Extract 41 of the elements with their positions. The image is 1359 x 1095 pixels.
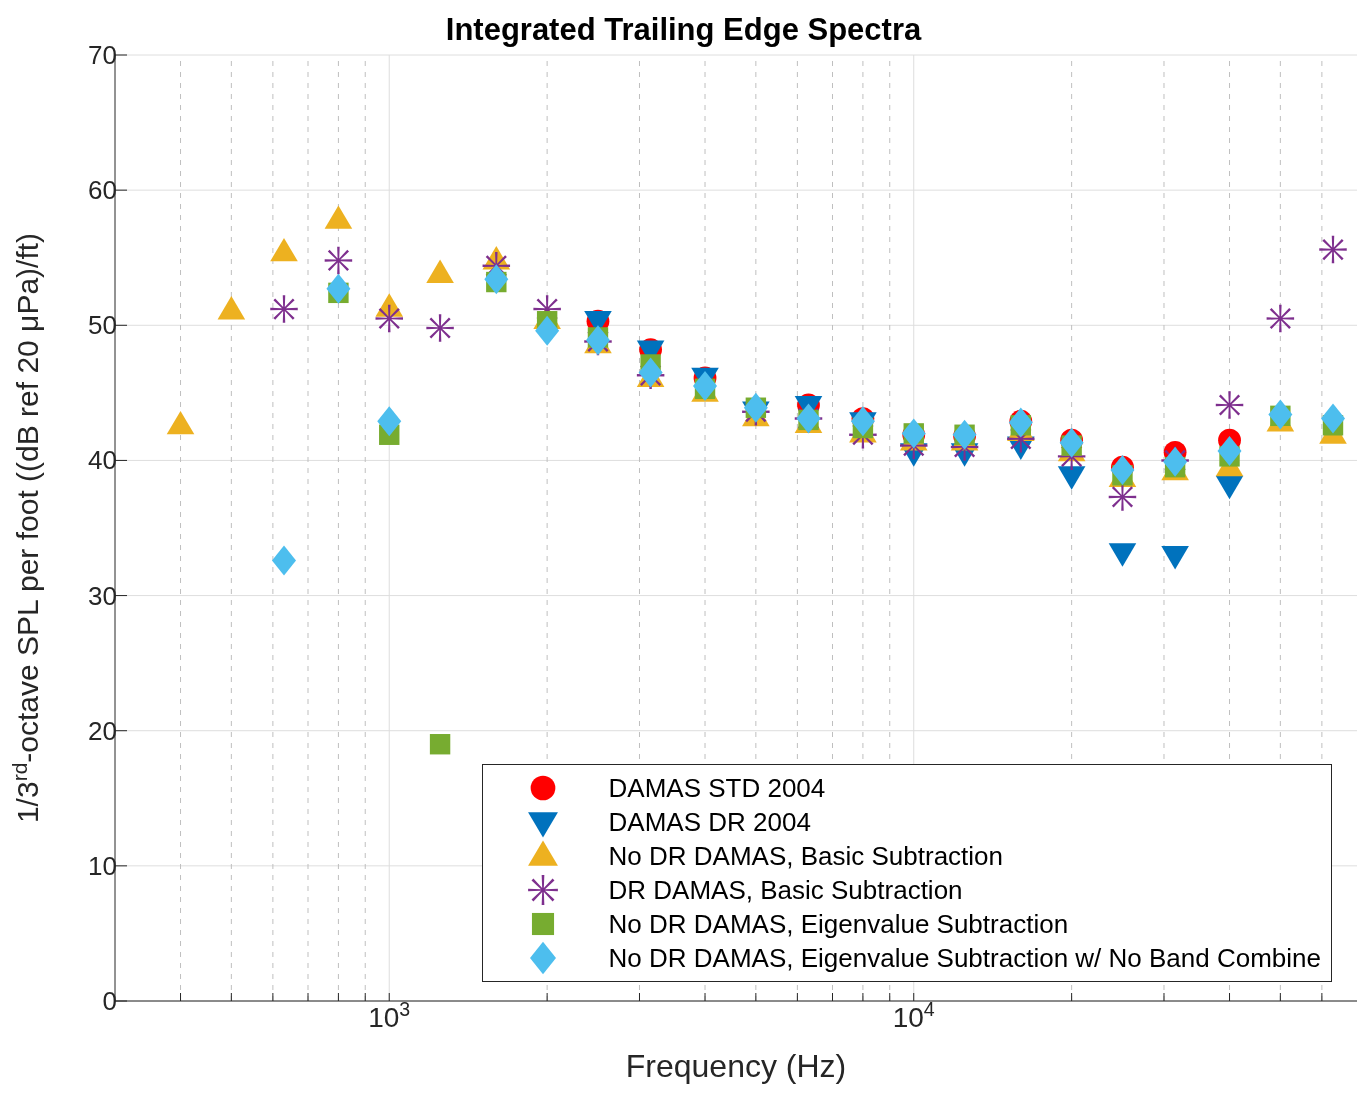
point xyxy=(1319,235,1347,264)
y-tick-label: 10 xyxy=(88,850,117,881)
point xyxy=(270,295,298,323)
point xyxy=(377,406,402,437)
chart-title: Integrated Trailing Edge Spectra xyxy=(445,12,922,47)
legend-label: No DR DAMAS, Eigenvalue Subtraction xyxy=(608,908,1069,941)
point xyxy=(1108,483,1137,511)
legend-label: DAMAS DR 2004 xyxy=(608,806,811,839)
y-tick-label: 50 xyxy=(88,310,117,341)
point xyxy=(1215,391,1244,419)
point xyxy=(850,406,875,437)
point xyxy=(1110,454,1135,485)
point xyxy=(901,418,926,449)
point xyxy=(1059,427,1084,458)
legend-label: No DR DAMAS, Basic Subtraction xyxy=(608,840,1004,873)
y-tick-label: 70 xyxy=(88,40,117,70)
legend-label: DAMAS STD 2004 xyxy=(608,772,826,805)
point xyxy=(272,545,296,576)
y-tick-label: 0 xyxy=(102,986,117,1016)
point xyxy=(1268,399,1293,430)
point xyxy=(375,304,403,333)
point xyxy=(535,315,560,346)
legend-label: No DR DAMAS, Eigenvalue Subtraction w/ No Band Combine xyxy=(608,942,1321,975)
legend-label: DR DAMAS, Basic Subtraction xyxy=(608,874,963,907)
point xyxy=(1321,403,1345,434)
x-axis-title: Frequency (Hz) xyxy=(625,1048,847,1084)
y-tick-label: 40 xyxy=(88,445,117,476)
point xyxy=(1217,435,1242,466)
y-tick-label: 30 xyxy=(88,580,117,611)
point xyxy=(952,419,977,450)
x-tick-label: 10$^{3}$ xyxy=(368,998,411,1033)
point xyxy=(743,392,768,423)
y-tick-label: 60 xyxy=(88,175,117,206)
point xyxy=(429,734,451,755)
x-tick-label: 10$^{4}$ xyxy=(892,998,935,1033)
point xyxy=(693,371,718,402)
point xyxy=(426,314,454,342)
y-tick-label: 20 xyxy=(88,715,117,746)
point xyxy=(326,273,351,304)
point xyxy=(324,246,353,275)
point xyxy=(1266,304,1295,333)
